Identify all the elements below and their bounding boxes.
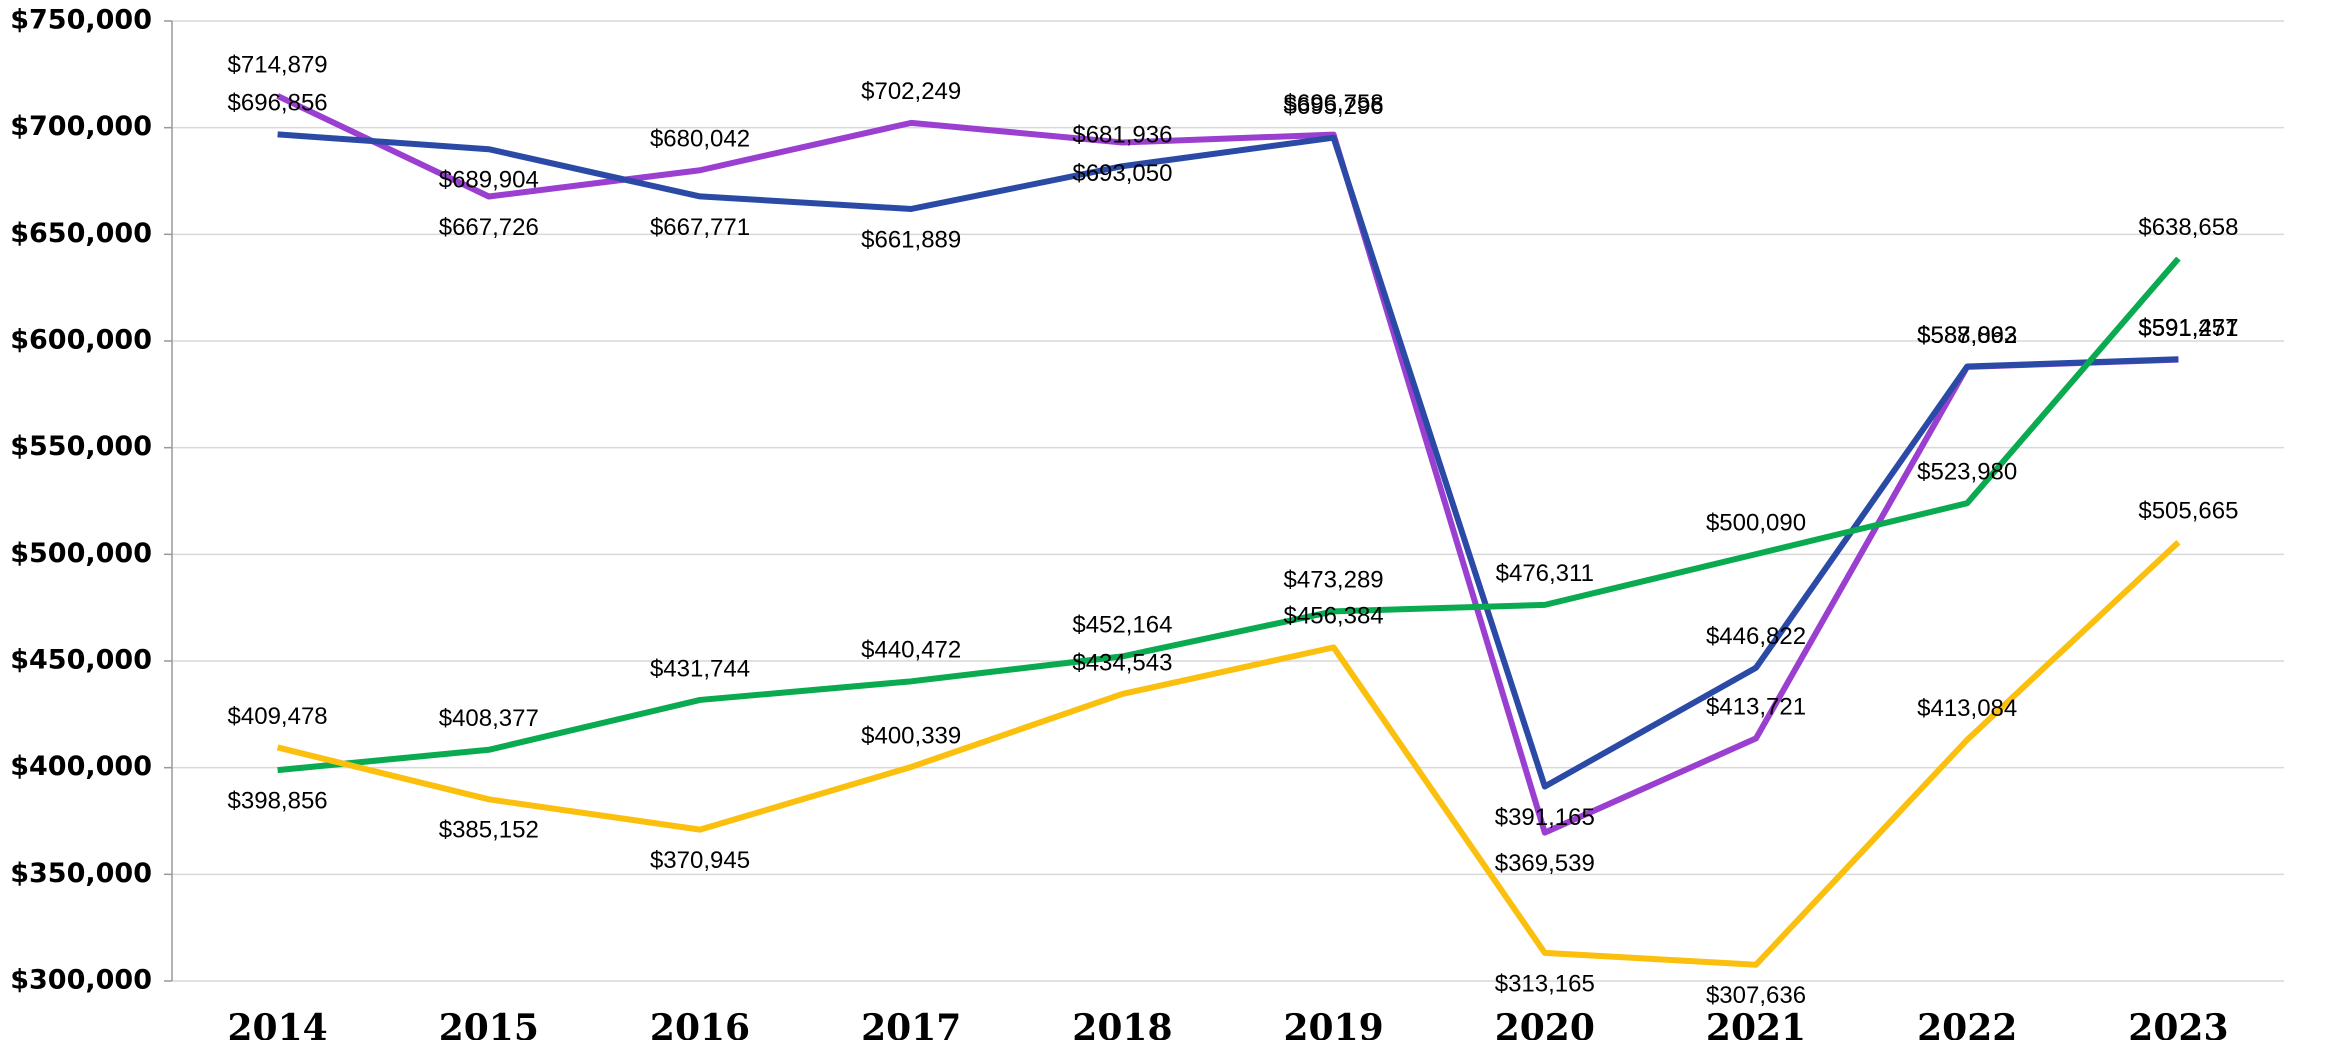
y-tick-label: $700,000 [10, 111, 152, 142]
x-tick-label: 2020 [1495, 1007, 1595, 1040]
data-label: $667,771 [650, 214, 750, 241]
data-label: $307,636 [1706, 982, 1806, 1009]
data-label: $695,296 [1284, 93, 1384, 120]
y-tick-label: $400,000 [10, 751, 152, 782]
y-tick-label: $550,000 [10, 431, 152, 462]
y-tick-label: $750,000 [10, 5, 152, 36]
y-tick-label: $450,000 [10, 645, 152, 676]
line [276, 93, 2179, 836]
line [276, 540, 2181, 968]
data-label: $689,904 [439, 167, 539, 194]
y-tick-label: $500,000 [10, 538, 152, 569]
data-label: $714,879 [228, 51, 328, 78]
data-label: $409,478 [228, 703, 328, 730]
data-label: $523,980 [1917, 459, 2017, 486]
data-label: $638,658 [2138, 214, 2238, 241]
x-tick-label: 2017 [861, 1007, 961, 1040]
x-tick-label: 2021 [1706, 1007, 1806, 1040]
x-tick-label: 2022 [1917, 1007, 2017, 1040]
x-tick-label: 2019 [1283, 1007, 1383, 1040]
data-label: $681,936 [1072, 122, 1172, 149]
y-tick-label: $650,000 [10, 218, 152, 249]
data-label: $313,165 [1495, 970, 1595, 997]
data-label: $500,090 [1706, 509, 1806, 536]
data-label: $369,539 [1495, 850, 1595, 877]
data-label: $391,165 [1495, 804, 1595, 831]
data-label: $400,339 [861, 722, 961, 749]
data-label: $696,758 [1284, 90, 1384, 117]
data-label: $667,726 [439, 214, 539, 241]
data-label: $587,893 [1917, 322, 2017, 349]
line [277, 131, 2179, 790]
data-label: $702,249 [861, 78, 961, 105]
data-label: $440,472 [861, 637, 961, 664]
x-tick-label: 2016 [650, 1007, 750, 1040]
data-label: $431,744 [650, 655, 750, 682]
data-label: $446,822 [1706, 623, 1806, 650]
data-label: $591,457 [2138, 315, 2238, 342]
y-tick-label: $300,000 [10, 965, 152, 996]
y-tick-label: $350,000 [10, 858, 152, 889]
x-tick-label: 2023 [2128, 1007, 2228, 1040]
y-tick-label: $600,000 [10, 325, 152, 356]
data-label: $413,721 [1706, 694, 1806, 721]
x-tick-label: 2014 [227, 1007, 327, 1040]
data-label: $370,945 [650, 847, 750, 874]
x-tick-label: 2018 [1072, 1007, 1172, 1040]
data-label: $456,384 [1284, 603, 1384, 630]
data-label: $408,377 [439, 705, 539, 732]
line [277, 256, 2181, 774]
data-label: $693,050 [1072, 160, 1172, 187]
data-label: $588,062 [1917, 322, 2017, 349]
data-label: $505,665 [2138, 498, 2238, 525]
data-label: $413,084 [1917, 695, 2017, 722]
data-label: $591,271 [2138, 315, 2238, 342]
data-label: $476,311 [1496, 560, 1594, 587]
data-label: $434,543 [1072, 649, 1172, 676]
data-label: $452,164 [1072, 612, 1172, 639]
data-label: $385,152 [439, 817, 539, 844]
data-label: $398,856 [228, 787, 328, 814]
data-label: $661,889 [861, 226, 961, 253]
data-label: $680,042 [650, 126, 750, 153]
data-label: $473,289 [1284, 567, 1384, 594]
x-tick-label: 2015 [439, 1007, 539, 1040]
data-label: $696,856 [228, 90, 328, 117]
